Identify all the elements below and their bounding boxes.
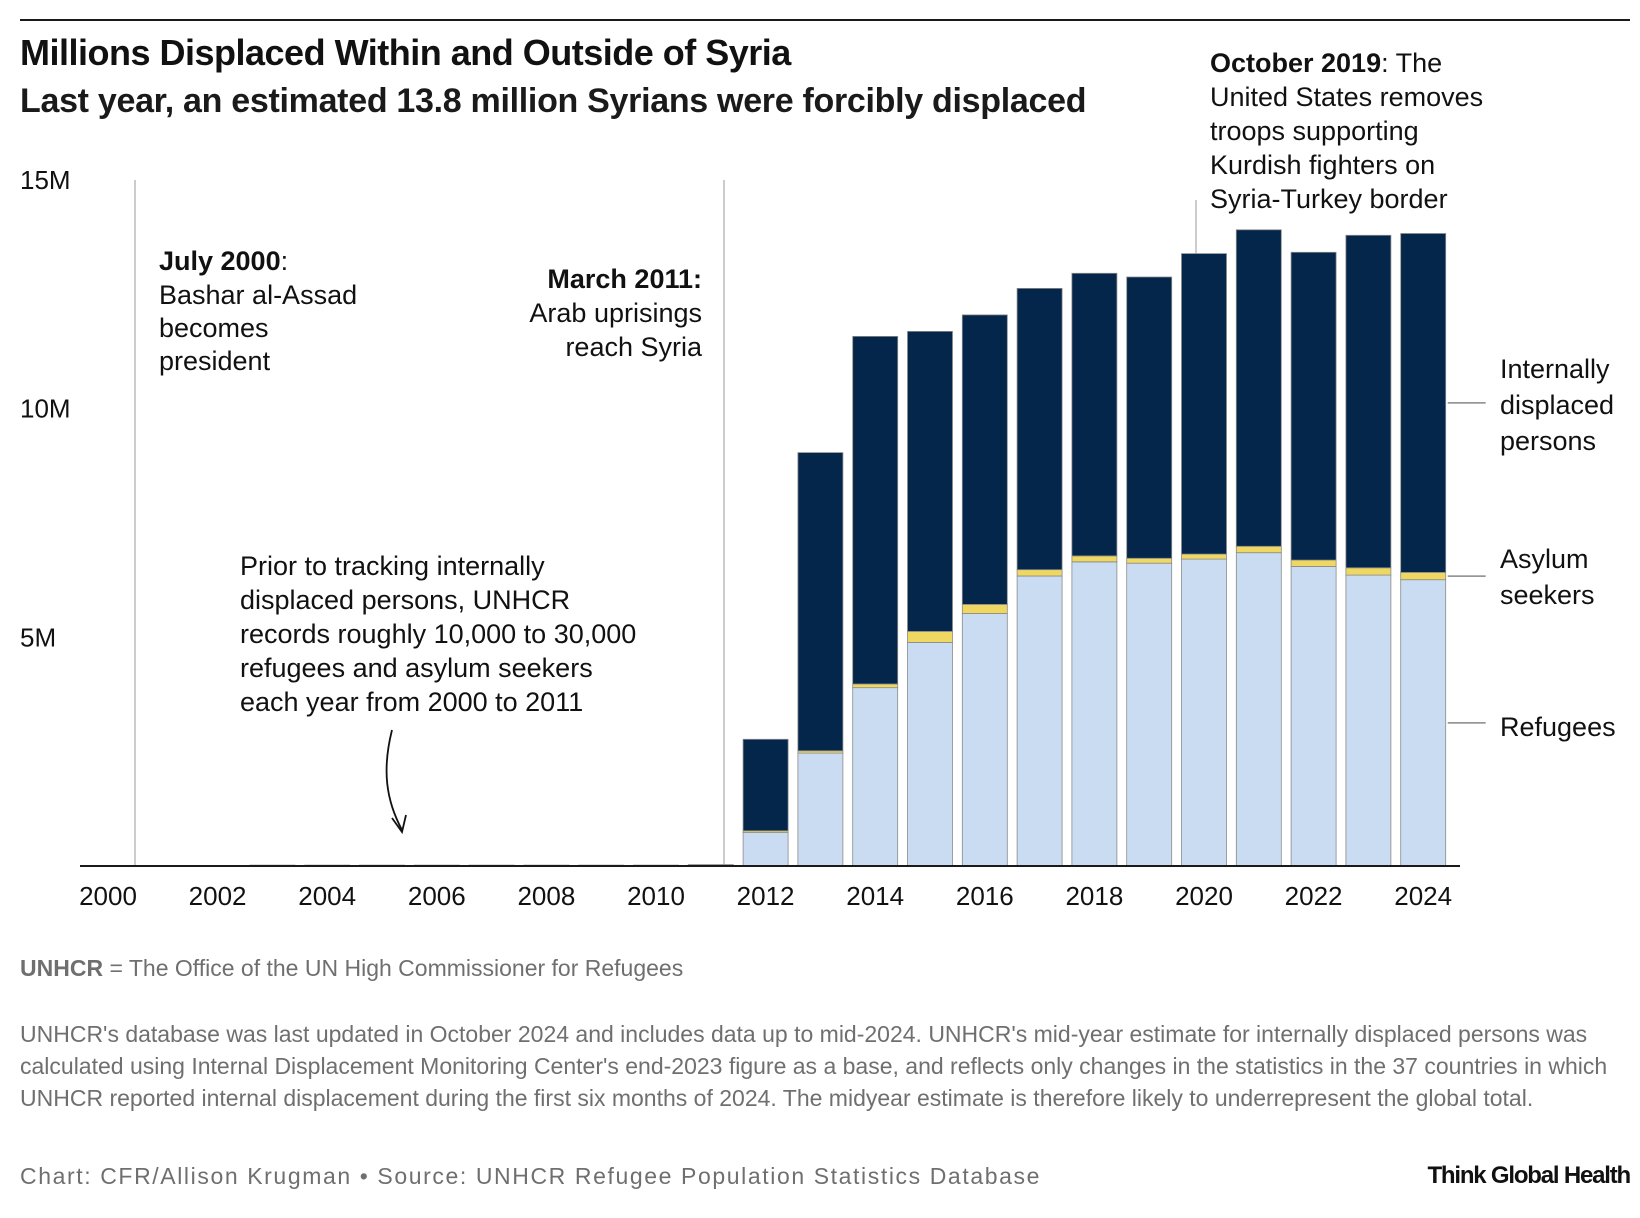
chart-subtitle: Last year, an estimated 13.8 million Syr… xyxy=(20,82,1087,120)
callout-arrow xyxy=(385,729,403,831)
source-credit: Chart: CFR/Allison Krugman • Source: UNH… xyxy=(20,1163,1041,1189)
bar-internally-displaced-persons-2020 xyxy=(1181,253,1227,555)
annotation-october-2019-date: October 2019 xyxy=(1210,48,1381,78)
bar-refugees-2022 xyxy=(1290,566,1337,867)
bar-internally-displaced-persons-2017 xyxy=(1016,287,1063,571)
bar-asylum-seekers-2014 xyxy=(852,683,899,689)
legend-label-internally-displaced-persons: displaced xyxy=(1500,390,1614,420)
x-tick-label-2006: 2006 xyxy=(408,881,466,911)
bar-refugees-2021 xyxy=(1235,552,1282,867)
legend-label-refugees: Refugees xyxy=(1500,712,1616,742)
bar-internally-displaced-persons-2012 xyxy=(742,738,789,832)
chart-title: Millions Displaced Within and Outside of… xyxy=(20,32,791,73)
bar-internally-displaced-persons-2023 xyxy=(1345,234,1392,569)
legend-label-internally-displaced-persons: persons xyxy=(1500,426,1596,456)
x-tick-label-2002: 2002 xyxy=(189,881,247,911)
abbreviation-definition: = The Office of the UN High Commissioner… xyxy=(103,955,684,981)
callout-line: displaced persons, UNHCR xyxy=(240,585,570,615)
annotation-october-2019-line: Syria-Turkey border xyxy=(1210,184,1448,214)
annotation-march-2011-line: reach Syria xyxy=(565,332,703,362)
annotation-october-2019: October 2019: The xyxy=(1210,48,1442,78)
bar-internally-displaced-persons-2014 xyxy=(852,335,899,685)
callout-arrowhead xyxy=(391,814,407,835)
bar-asylum-seekers-2021 xyxy=(1235,545,1282,554)
bar-asylum-seekers-2017 xyxy=(1016,569,1063,577)
annotation-october-2019-line: Kurdish fighters on xyxy=(1210,150,1435,180)
bar-internally-displaced-persons-2021 xyxy=(1235,229,1282,547)
bar-internally-displaced-persons-2018 xyxy=(1071,272,1118,557)
callout-line: each year from 2000 to 2011 xyxy=(240,687,583,717)
annotation-july-2000-line: president xyxy=(159,346,271,376)
x-tick-label-2016: 2016 xyxy=(956,881,1014,911)
bar-refugees-2014 xyxy=(852,687,899,867)
methodology-note: UNHCR's database was last updated in Oct… xyxy=(20,1021,1608,1111)
y-tick-label-5M: 5M xyxy=(20,622,56,652)
legend-label-asylum-seekers: seekers xyxy=(1500,580,1595,610)
annotation-july-2000-colon: : xyxy=(281,246,289,276)
x-tick-label-2020: 2020 xyxy=(1175,881,1233,911)
legend-label-internally-displaced-persons: Internally xyxy=(1500,354,1610,384)
x-tick-label-2012: 2012 xyxy=(737,881,795,911)
bar-asylum-seekers-2023 xyxy=(1345,567,1392,576)
bar-internally-displaced-persons-2016 xyxy=(961,314,1008,605)
bar-refugees-2019 xyxy=(1126,562,1173,867)
bar-refugees-2020 xyxy=(1181,558,1227,867)
think-global-health-logo: Think Global Health xyxy=(1427,1162,1631,1189)
stacked-bar-chart: 2000 2002 2004 2006 2008 2010 2012 2014 2016 2018… xyxy=(20,48,1616,911)
x-tick-label-2022: 2022 xyxy=(1285,881,1343,911)
bar-refugees-2013 xyxy=(797,752,844,867)
bar-internally-displaced-persons-2013 xyxy=(797,452,844,752)
bar-refugees-2018 xyxy=(1071,561,1118,867)
annotation-october-2019-rest: : The xyxy=(1381,48,1442,78)
y-tick-label-10M: 10M xyxy=(20,394,71,424)
y-tick-label-15M: 15M xyxy=(20,165,71,195)
x-tick-label-2000: 2000 xyxy=(79,881,137,911)
x-tick-label-2018: 2018 xyxy=(1065,881,1123,911)
bar-refugees-2023 xyxy=(1345,574,1392,867)
bar-asylum-seekers-2018 xyxy=(1071,555,1118,563)
annotation-july-2000: July 2000: xyxy=(159,246,288,276)
bar-refugees-2024 xyxy=(1400,579,1447,867)
x-tick-label-2014: 2014 xyxy=(846,881,904,911)
callout-line: records roughly 10,000 to 30,000 xyxy=(240,619,636,649)
bar-internally-displaced-persons-2024 xyxy=(1400,233,1447,573)
annotation-july-2000-line: Bashar al-Assad xyxy=(159,280,357,310)
bar-asylum-seekers-2015 xyxy=(907,631,953,643)
x-tick-label-2004: 2004 xyxy=(298,881,356,911)
annotation-july-2000-date: July 2000 xyxy=(159,246,281,276)
bar-refugees-2015 xyxy=(907,642,953,867)
x-tick-label-2008: 2008 xyxy=(517,881,575,911)
x-tick-label-2024: 2024 xyxy=(1394,881,1452,911)
annotation-march-2011-line: Arab uprisings xyxy=(529,298,702,328)
abbreviation-note: UNHCR = The Office of the UN High Commis… xyxy=(20,955,683,982)
bar-asylum-seekers-2022 xyxy=(1290,559,1337,567)
bar-asylum-seekers-2020 xyxy=(1181,553,1227,560)
x-tick-label-2010: 2010 xyxy=(627,881,685,911)
bar-asylum-seekers-2024 xyxy=(1400,572,1447,581)
bar-internally-displaced-persons-2015 xyxy=(907,330,953,632)
bar-internally-displaced-persons-2022 xyxy=(1290,251,1337,561)
bar-asylum-seekers-2016 xyxy=(961,604,1008,614)
abbreviation-term: UNHCR xyxy=(20,955,104,981)
legend-label-asylum-seekers: Asylum xyxy=(1500,544,1589,574)
bar-refugees-2012 xyxy=(742,832,789,867)
annotation-october-2019-line: United States removes xyxy=(1210,82,1483,112)
callout-line: refugees and asylum seekers xyxy=(240,653,593,683)
annotation-october-2019-line: troops supporting xyxy=(1210,116,1419,146)
bar-asylum-seekers-2019 xyxy=(1126,557,1173,564)
bar-internally-displaced-persons-2019 xyxy=(1126,276,1173,559)
bar-refugees-2016 xyxy=(961,613,1008,867)
annotation-july-2000-line: becomes xyxy=(159,313,269,343)
callout-line: Prior to tracking internally xyxy=(240,551,545,581)
annotation-march-2011-date: March 2011: xyxy=(547,264,702,294)
bar-refugees-2017 xyxy=(1016,575,1063,867)
top-rule xyxy=(20,19,1630,21)
